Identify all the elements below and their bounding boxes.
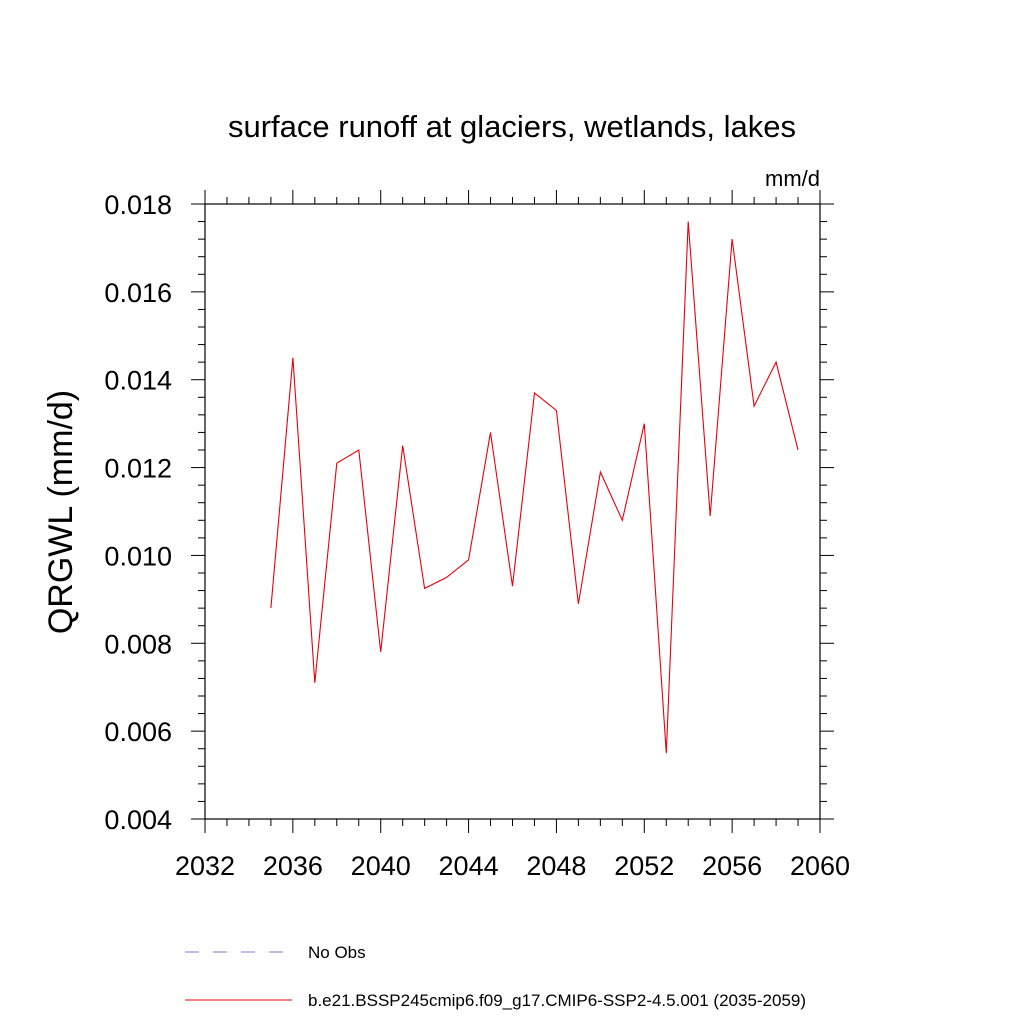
x-tick-label: 2044 xyxy=(439,851,499,881)
plot-frame xyxy=(204,203,821,820)
x-tick-label: 2060 xyxy=(790,851,850,881)
y-tick-label: 0.010 xyxy=(104,541,172,571)
y-tick-label: 0.016 xyxy=(104,278,172,308)
legend-label-series: b.e21.BSSP245cmip6.f09_g17.CMIP6-SSP2-4.… xyxy=(308,991,806,1010)
y-tick-label: 0.006 xyxy=(104,717,172,747)
chart-title: surface runoff at glaciers, wetlands, la… xyxy=(228,109,796,144)
legend: No Obs b.e21.BSSP245cmip6.f09_g17.CMIP6-… xyxy=(185,943,806,1010)
x-tick-label: 2036 xyxy=(263,851,323,881)
axis-tick-labels: 2032 2036 2040 2044 2048 2052 2056 2060 0.004 0.0… xyxy=(104,190,850,881)
series-line xyxy=(270,221,799,754)
data-series xyxy=(270,221,799,754)
y-tick-label: 0.008 xyxy=(104,629,172,659)
x-tick-label: 2056 xyxy=(702,851,762,881)
x-tick-label: 2040 xyxy=(351,851,411,881)
y-tick-label: 0.012 xyxy=(104,454,172,484)
x-tick-label: 2048 xyxy=(526,851,586,881)
y-tick-label: 0.014 xyxy=(104,366,172,396)
axis-ticks xyxy=(191,190,834,833)
units-label: mm/d xyxy=(765,166,820,191)
x-tick-label: 2052 xyxy=(614,851,674,881)
y-axis-label: QRGWL (mm/d) xyxy=(42,390,80,634)
y-tick-label: 0.018 xyxy=(104,190,172,220)
x-tick-label: 2032 xyxy=(175,851,235,881)
y-tick-label: 0.004 xyxy=(104,805,172,835)
legend-label-no-obs: No Obs xyxy=(308,943,366,962)
